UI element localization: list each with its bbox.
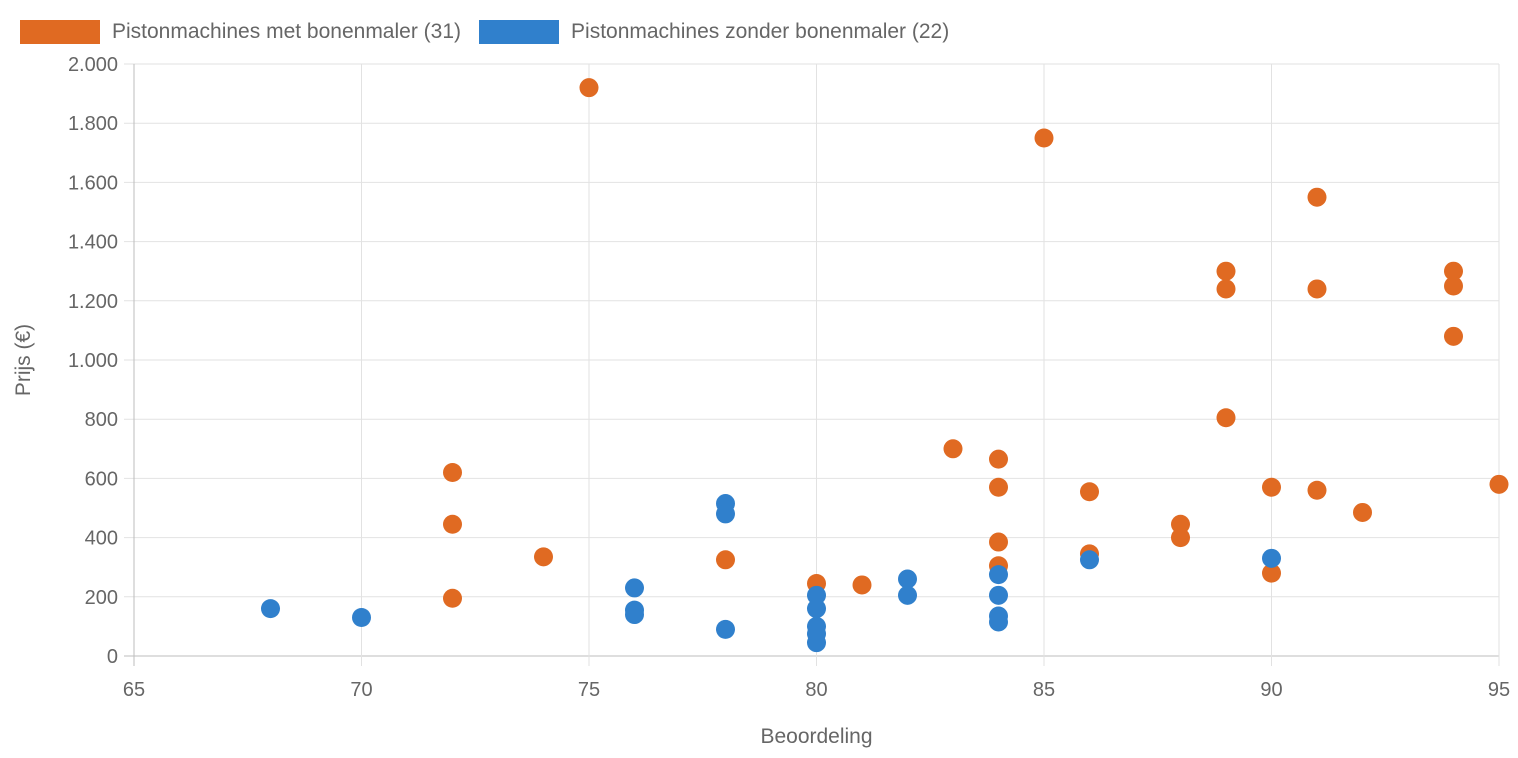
point-with-grinder[interactable] [852,575,872,595]
point-with-grinder[interactable] [1444,276,1463,296]
point-with-grinder[interactable] [1262,477,1281,497]
point-with-grinder[interactable] [1353,502,1372,522]
y-tick-label: 0 [107,646,118,668]
point-with-grinder[interactable] [943,439,963,459]
point-without-grinder[interactable] [898,585,917,605]
legend-swatch-without-grinder [479,20,560,44]
point-with-grinder[interactable] [534,547,553,567]
point-without-grinder[interactable] [807,599,826,619]
point-with-grinder[interactable] [579,78,599,98]
point-with-grinder[interactable] [1444,326,1463,346]
point-with-grinder[interactable] [1216,261,1236,281]
point-without-grinder[interactable] [989,612,1008,632]
point-without-grinder[interactable] [989,565,1008,585]
y-tick-label: 600 [85,468,118,490]
point-with-grinder[interactable] [989,477,1008,497]
point-without-grinder[interactable] [261,599,280,619]
legend-swatch-with-grinder [20,20,100,44]
point-with-grinder[interactable] [1307,480,1327,500]
point-with-grinder[interactable] [1171,514,1190,534]
chart-legend: Pistonmachines met bonenmaler (31) Pisto… [20,18,967,46]
point-without-grinder[interactable] [1262,548,1281,568]
y-axis-title: Prijs (€) [12,324,35,396]
y-tick-label: 200 [85,587,118,609]
point-with-grinder[interactable] [443,514,462,534]
point-with-grinder[interactable] [1034,128,1054,148]
point-without-grinder[interactable] [352,608,371,628]
point-without-grinder[interactable] [716,619,735,639]
legend-item-without-grinder[interactable]: Pistonmachines zonder bonenmaler (22) [479,20,949,44]
point-without-grinder[interactable] [807,585,826,605]
point-with-grinder[interactable] [716,550,735,570]
point-with-grinder[interactable] [1262,563,1281,583]
x-tick-label: 90 [1260,679,1282,701]
point-with-grinder[interactable] [443,588,462,608]
point-with-grinder[interactable] [1489,474,1509,494]
point-with-grinder[interactable] [989,532,1008,552]
y-tick-label: 1.600 [68,172,118,194]
point-with-grinder[interactable] [1080,482,1099,502]
point-with-grinder[interactable] [1307,187,1327,207]
legend-item-with-grinder[interactable]: Pistonmachines met bonenmaler (31) [20,20,461,44]
x-tick-label: 80 [805,679,827,701]
x-tick-label: 70 [350,679,372,701]
point-without-grinder[interactable] [625,605,644,625]
point-with-grinder[interactable] [1307,279,1327,299]
point-without-grinder[interactable] [989,585,1008,605]
x-tick-label: 65 [123,679,145,701]
point-without-grinder[interactable] [807,633,826,653]
tick-labels: 0 200 400 600 800 1.000 1.200 1.400 1.600 1.800 2.… [68,54,1510,701]
point-with-grinder[interactable] [1444,261,1463,281]
y-tick-label: 1.400 [68,232,118,254]
y-tick-label: 800 [85,409,118,431]
point-without-grinder[interactable] [625,578,644,598]
data-points [261,78,1509,653]
y-tick-label: 400 [85,528,118,550]
legend-label-with-grinder: Pistonmachines met bonenmaler (31) [112,20,462,43]
y-tick-label: 1.000 [68,350,118,372]
x-tick-label: 75 [578,679,600,701]
grid-lines [124,63,1500,666]
y-tick-label: 2.000 [68,54,118,76]
point-with-grinder[interactable] [1216,279,1236,299]
x-tick-label: 95 [1488,679,1510,701]
legend-label-without-grinder: Pistonmachines zonder bonenmaler (22) [571,20,950,43]
x-axis-title: Beoordeling [760,725,872,748]
y-tick-label: 1.200 [68,291,118,313]
point-with-grinder[interactable] [1216,408,1236,428]
y-tick-label: 1.800 [68,113,118,135]
point-without-grinder[interactable] [1080,550,1099,570]
point-with-grinder[interactable] [989,449,1008,469]
point-with-grinder[interactable] [1171,528,1190,548]
point-without-grinder[interactable] [898,569,917,589]
point-without-grinder[interactable] [716,504,735,524]
x-tick-label: 85 [1033,679,1055,701]
point-with-grinder[interactable] [443,462,462,482]
